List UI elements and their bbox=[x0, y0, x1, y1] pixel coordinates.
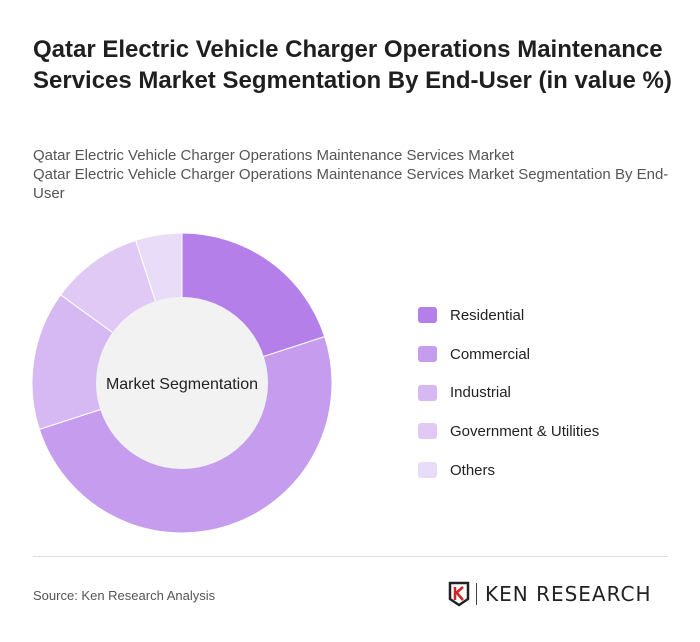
donut-chart: Market Segmentation bbox=[31, 232, 333, 534]
logo-mark-icon bbox=[448, 581, 470, 607]
subtitle-line-1: Qatar Electric Vehicle Charger Operation… bbox=[33, 147, 515, 164]
ken-research-logo: KEN RESEARCH bbox=[448, 581, 652, 607]
legend-item: Industrial bbox=[418, 373, 599, 412]
legend-label: Others bbox=[450, 461, 496, 479]
subtitle-line-2: Qatar Electric Vehicle Charger Operation… bbox=[33, 166, 669, 202]
donut-hole bbox=[96, 297, 268, 469]
legend-label: Industrial bbox=[450, 384, 511, 402]
chart-title: Qatar Electric Vehicle Charger Operation… bbox=[33, 36, 672, 94]
chart-subtitle: Qatar Electric Vehicle Charger Operation… bbox=[33, 146, 673, 203]
legend-swatch bbox=[418, 462, 437, 479]
legend-item: Government & Utilities bbox=[418, 412, 599, 451]
legend-swatch bbox=[418, 307, 437, 324]
legend-label: Commercial bbox=[450, 345, 531, 363]
legend-swatch bbox=[418, 423, 437, 440]
legend-swatch bbox=[418, 346, 437, 363]
legend-label: Residential bbox=[450, 306, 525, 324]
legend: Residential Commercial Industrial Governmen… bbox=[418, 296, 599, 489]
source-note: Source: Ken Research Analysis bbox=[33, 588, 216, 603]
legend-swatch bbox=[418, 384, 437, 401]
legend-item: Commercial bbox=[418, 335, 599, 374]
legend-item: Residential bbox=[418, 296, 599, 335]
center-label: Market Segmentation bbox=[106, 376, 258, 393]
divider bbox=[33, 556, 668, 557]
legend-item: Others bbox=[418, 451, 599, 490]
legend-label: Government & Utilities bbox=[450, 422, 600, 440]
